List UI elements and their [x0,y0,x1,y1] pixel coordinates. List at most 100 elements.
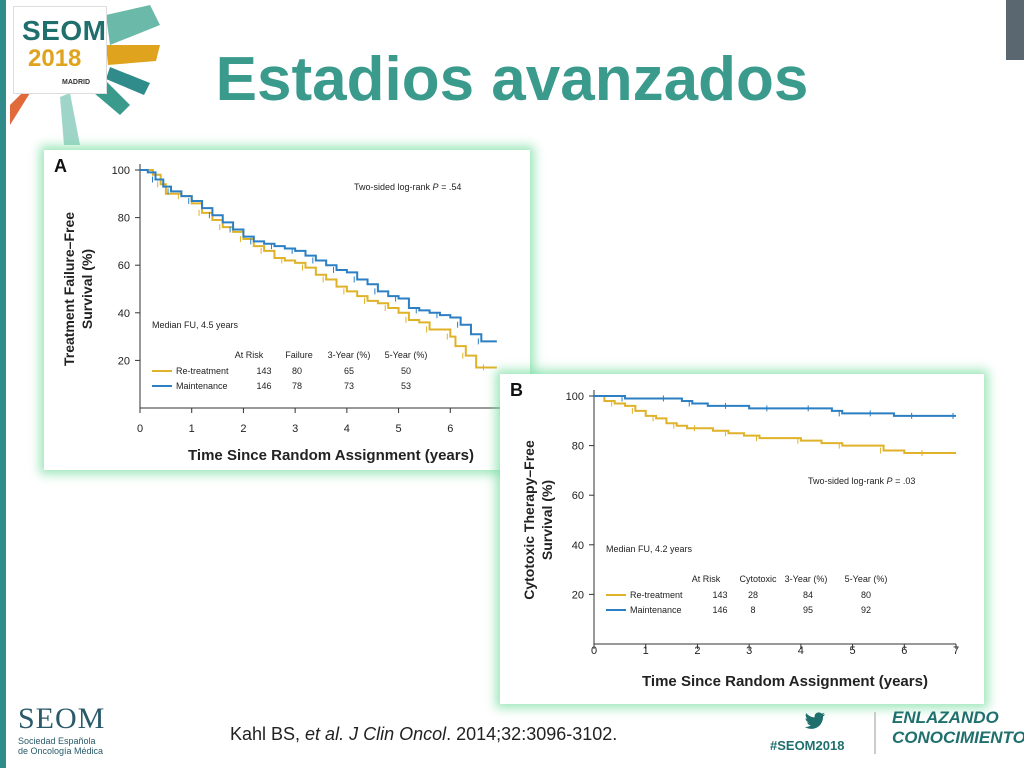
x-tick-label: 6 [901,645,907,657]
slogan-line2: CONOCIMIENTO [892,728,1024,747]
risk-table-header: At Risk [235,350,264,360]
x-tick-label: 2 [694,645,700,657]
risk-table-header: Failure [285,350,313,360]
footer-org-line2: de Oncología Médica [18,746,104,756]
footer-slogan: ENLAZANDO CONOCIMIENTO [892,708,1024,748]
risk-table-cell: 80 [861,590,871,600]
risk-table-cell: 50 [401,366,411,376]
median-fu-label: Median FU, 4.5 years [152,320,239,330]
risk-table-header: At Risk [692,574,721,584]
risk-table-cell: 80 [292,366,302,376]
footer-org-line1: Sociedad Española [18,736,96,746]
risk-table-cell: 143 [256,366,271,376]
y-axis-label-line1: Cytotoxic Therapy–Free [521,440,537,600]
logrank-value: = .54 [439,182,462,192]
y-axis-label-line2: Survival (%) [79,249,95,329]
x-tick-label: 2 [240,423,246,435]
risk-table-cell: 8 [750,605,755,615]
citation-etal: et al. [305,724,345,744]
logo-name: SEOM [22,15,107,46]
x-tick-label: 7 [953,645,959,657]
slide-title: Estadios avanzados [215,45,809,114]
x-tick-label: 6 [447,423,453,435]
panel-label: B [510,380,523,400]
chart-a-svg: A 20 40 60 80 100 0 1 2 3 4 5 6 Time Since Random Ass… [54,156,502,464]
chart-panel-a: A 20 40 60 80 100 0 1 2 3 4 5 6 Time Since Random Ass… [44,150,530,470]
left-accent-bar [0,0,6,768]
risk-table-cell: 65 [344,366,354,376]
panel-label: A [54,156,67,176]
chart-panel-b: B 20 40 60 80 100 0 1 2 3 4 5 6 7 Time Since Random As… [500,374,984,704]
y-tick-label: 80 [118,213,130,225]
series-line-maintenance [140,169,497,343]
twitter-icon [804,712,825,729]
x-axis-label: Time Since Random Assignment (years) [188,447,474,464]
footer-hashtag: #SEOM2018 [770,738,845,753]
x-tick-label: 1 [189,423,195,435]
x-tick-label: 0 [591,645,597,657]
citation-journal: J Clin Oncol [349,724,447,744]
logo-city: MADRID [62,79,90,86]
y-tick-label: 80 [572,441,584,453]
footer-org-name: SEOM [18,702,106,735]
logrank-value: = .03 [893,476,916,486]
chart-b-svg: B 20 40 60 80 100 0 1 2 3 4 5 6 7 Time Since Random As… [510,380,959,690]
logrank-annotation: Two-sided log-rank P = .54 [354,182,461,192]
logrank-p: P [887,476,893,486]
x-axis-label: Time Since Random Assignment (years) [642,673,928,690]
series-line-re-treatment [594,395,956,455]
x-tick-label: 4 [798,645,804,657]
risk-table-cell: 84 [803,590,813,600]
risk-table-cell: 73 [344,381,354,391]
risk-table-cell: 146 [712,605,727,615]
median-fu-label: Median FU, 4.2 years [606,544,693,554]
citation-authors: Kahl BS, [230,724,306,744]
risk-table-cell: 95 [803,605,813,615]
risk-table-header: 3-Year (%) [328,350,371,360]
y-tick-label: 40 [118,308,130,320]
series-line-re-treatment [140,169,497,369]
seom-footer-logo: SEOM Sociedad Española de Oncología Médi… [18,702,105,756]
y-tick-label: 100 [112,165,130,177]
x-tick-label: 0 [137,423,143,435]
x-tick-label: 3 [292,423,298,435]
logrank-text: Two-sided log-rank [354,182,433,192]
y-tick-label: 100 [566,391,584,403]
logrank-p: P [433,182,439,192]
legend-label: Re-treatment [176,366,229,376]
y-tick-label: 60 [118,260,130,272]
citation-rest: . 2014;32:3096-3102. [446,724,618,744]
x-tick-label: 3 [746,645,752,657]
x-tick-label: 1 [643,645,649,657]
logo-card [14,7,106,93]
y-axis-label-line1: Treatment Failure–Free [61,212,77,366]
risk-table-cell: 143 [712,590,727,600]
logrank-annotation: Two-sided log-rank P = .03 [808,476,915,486]
x-tick-label: 4 [344,423,350,435]
y-tick-label: 20 [118,355,130,367]
risk-table-cell: 78 [292,381,302,391]
legend-label: Maintenance [630,605,682,615]
legend-label: Maintenance [176,381,228,391]
risk-table-cell: 53 [401,381,411,391]
risk-table-header: 5-Year (%) [385,350,428,360]
risk-table-header: 5-Year (%) [845,574,888,584]
y-tick-label: 40 [572,540,584,552]
logo-year: 2018 [28,45,82,72]
y-tick-label: 20 [572,589,584,601]
legend-label: Re-treatment [630,590,683,600]
x-tick-label: 5 [396,423,402,435]
risk-table-cell: 146 [256,381,271,391]
citation: Kahl BS, et al. J Clin Oncol. 2014;32:30… [230,724,617,745]
risk-table-header: Cytotoxic [739,574,777,584]
footer-divider [874,712,876,754]
risk-table-header: 3-Year (%) [785,574,828,584]
y-axis-label-line2: Survival (%) [539,480,555,560]
risk-table-cell: 28 [748,590,758,600]
x-tick-label: 5 [850,645,856,657]
risk-table-cell: 92 [861,605,871,615]
y-tick-label: 60 [572,490,584,502]
logrank-text: Two-sided log-rank [808,476,887,486]
slogan-line1: ENLAZANDO [892,708,999,727]
seom2018-logo: SEOM 2018 MADRID [10,5,160,145]
